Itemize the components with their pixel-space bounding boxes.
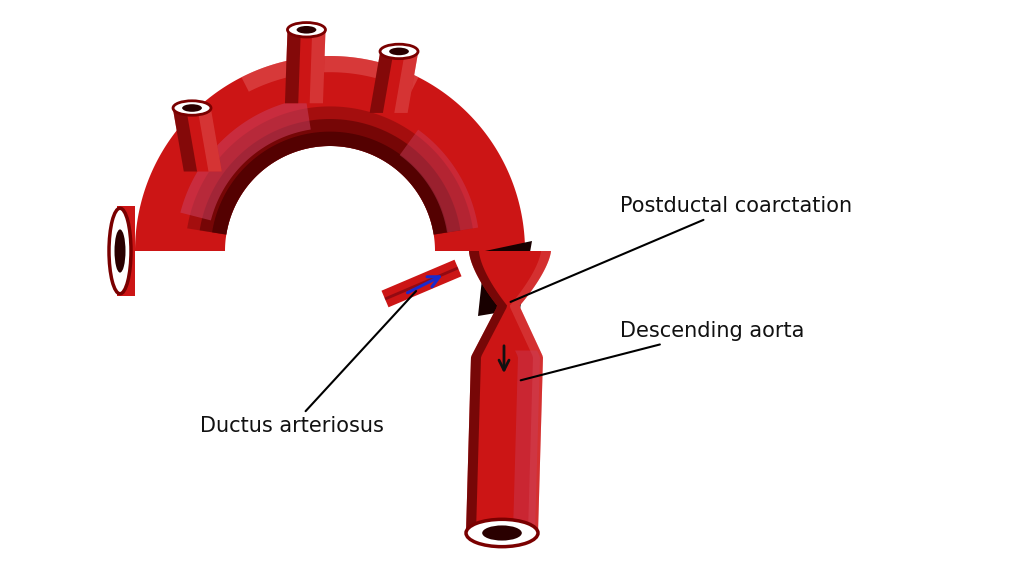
Text: Ductus arteriosus: Ductus arteriosus <box>200 291 416 436</box>
Polygon shape <box>399 130 478 232</box>
Polygon shape <box>394 53 418 113</box>
Ellipse shape <box>482 526 522 541</box>
Ellipse shape <box>389 48 409 55</box>
Polygon shape <box>384 266 459 300</box>
Polygon shape <box>309 31 326 103</box>
Polygon shape <box>200 119 461 234</box>
Text: Descending aorta: Descending aorta <box>520 321 805 380</box>
Polygon shape <box>285 31 301 103</box>
Polygon shape <box>198 109 222 172</box>
Polygon shape <box>382 260 462 307</box>
Polygon shape <box>478 241 532 316</box>
Polygon shape <box>285 31 326 103</box>
Ellipse shape <box>115 229 126 273</box>
Polygon shape <box>370 53 393 113</box>
Polygon shape <box>212 132 447 234</box>
Polygon shape <box>370 53 418 113</box>
Ellipse shape <box>109 208 131 294</box>
Ellipse shape <box>466 519 538 546</box>
Polygon shape <box>173 109 197 172</box>
Polygon shape <box>117 206 135 296</box>
Text: Postductal coarctation: Postductal coarctation <box>511 196 852 302</box>
Polygon shape <box>173 109 222 172</box>
Polygon shape <box>466 251 551 533</box>
Polygon shape <box>513 351 540 533</box>
Polygon shape <box>187 107 473 234</box>
Ellipse shape <box>182 104 202 112</box>
Polygon shape <box>466 251 507 533</box>
Ellipse shape <box>173 101 211 115</box>
Polygon shape <box>510 251 551 533</box>
Polygon shape <box>180 98 310 220</box>
Ellipse shape <box>297 26 316 34</box>
Polygon shape <box>135 56 525 251</box>
Ellipse shape <box>380 44 418 59</box>
Ellipse shape <box>288 22 326 37</box>
Polygon shape <box>242 56 419 91</box>
